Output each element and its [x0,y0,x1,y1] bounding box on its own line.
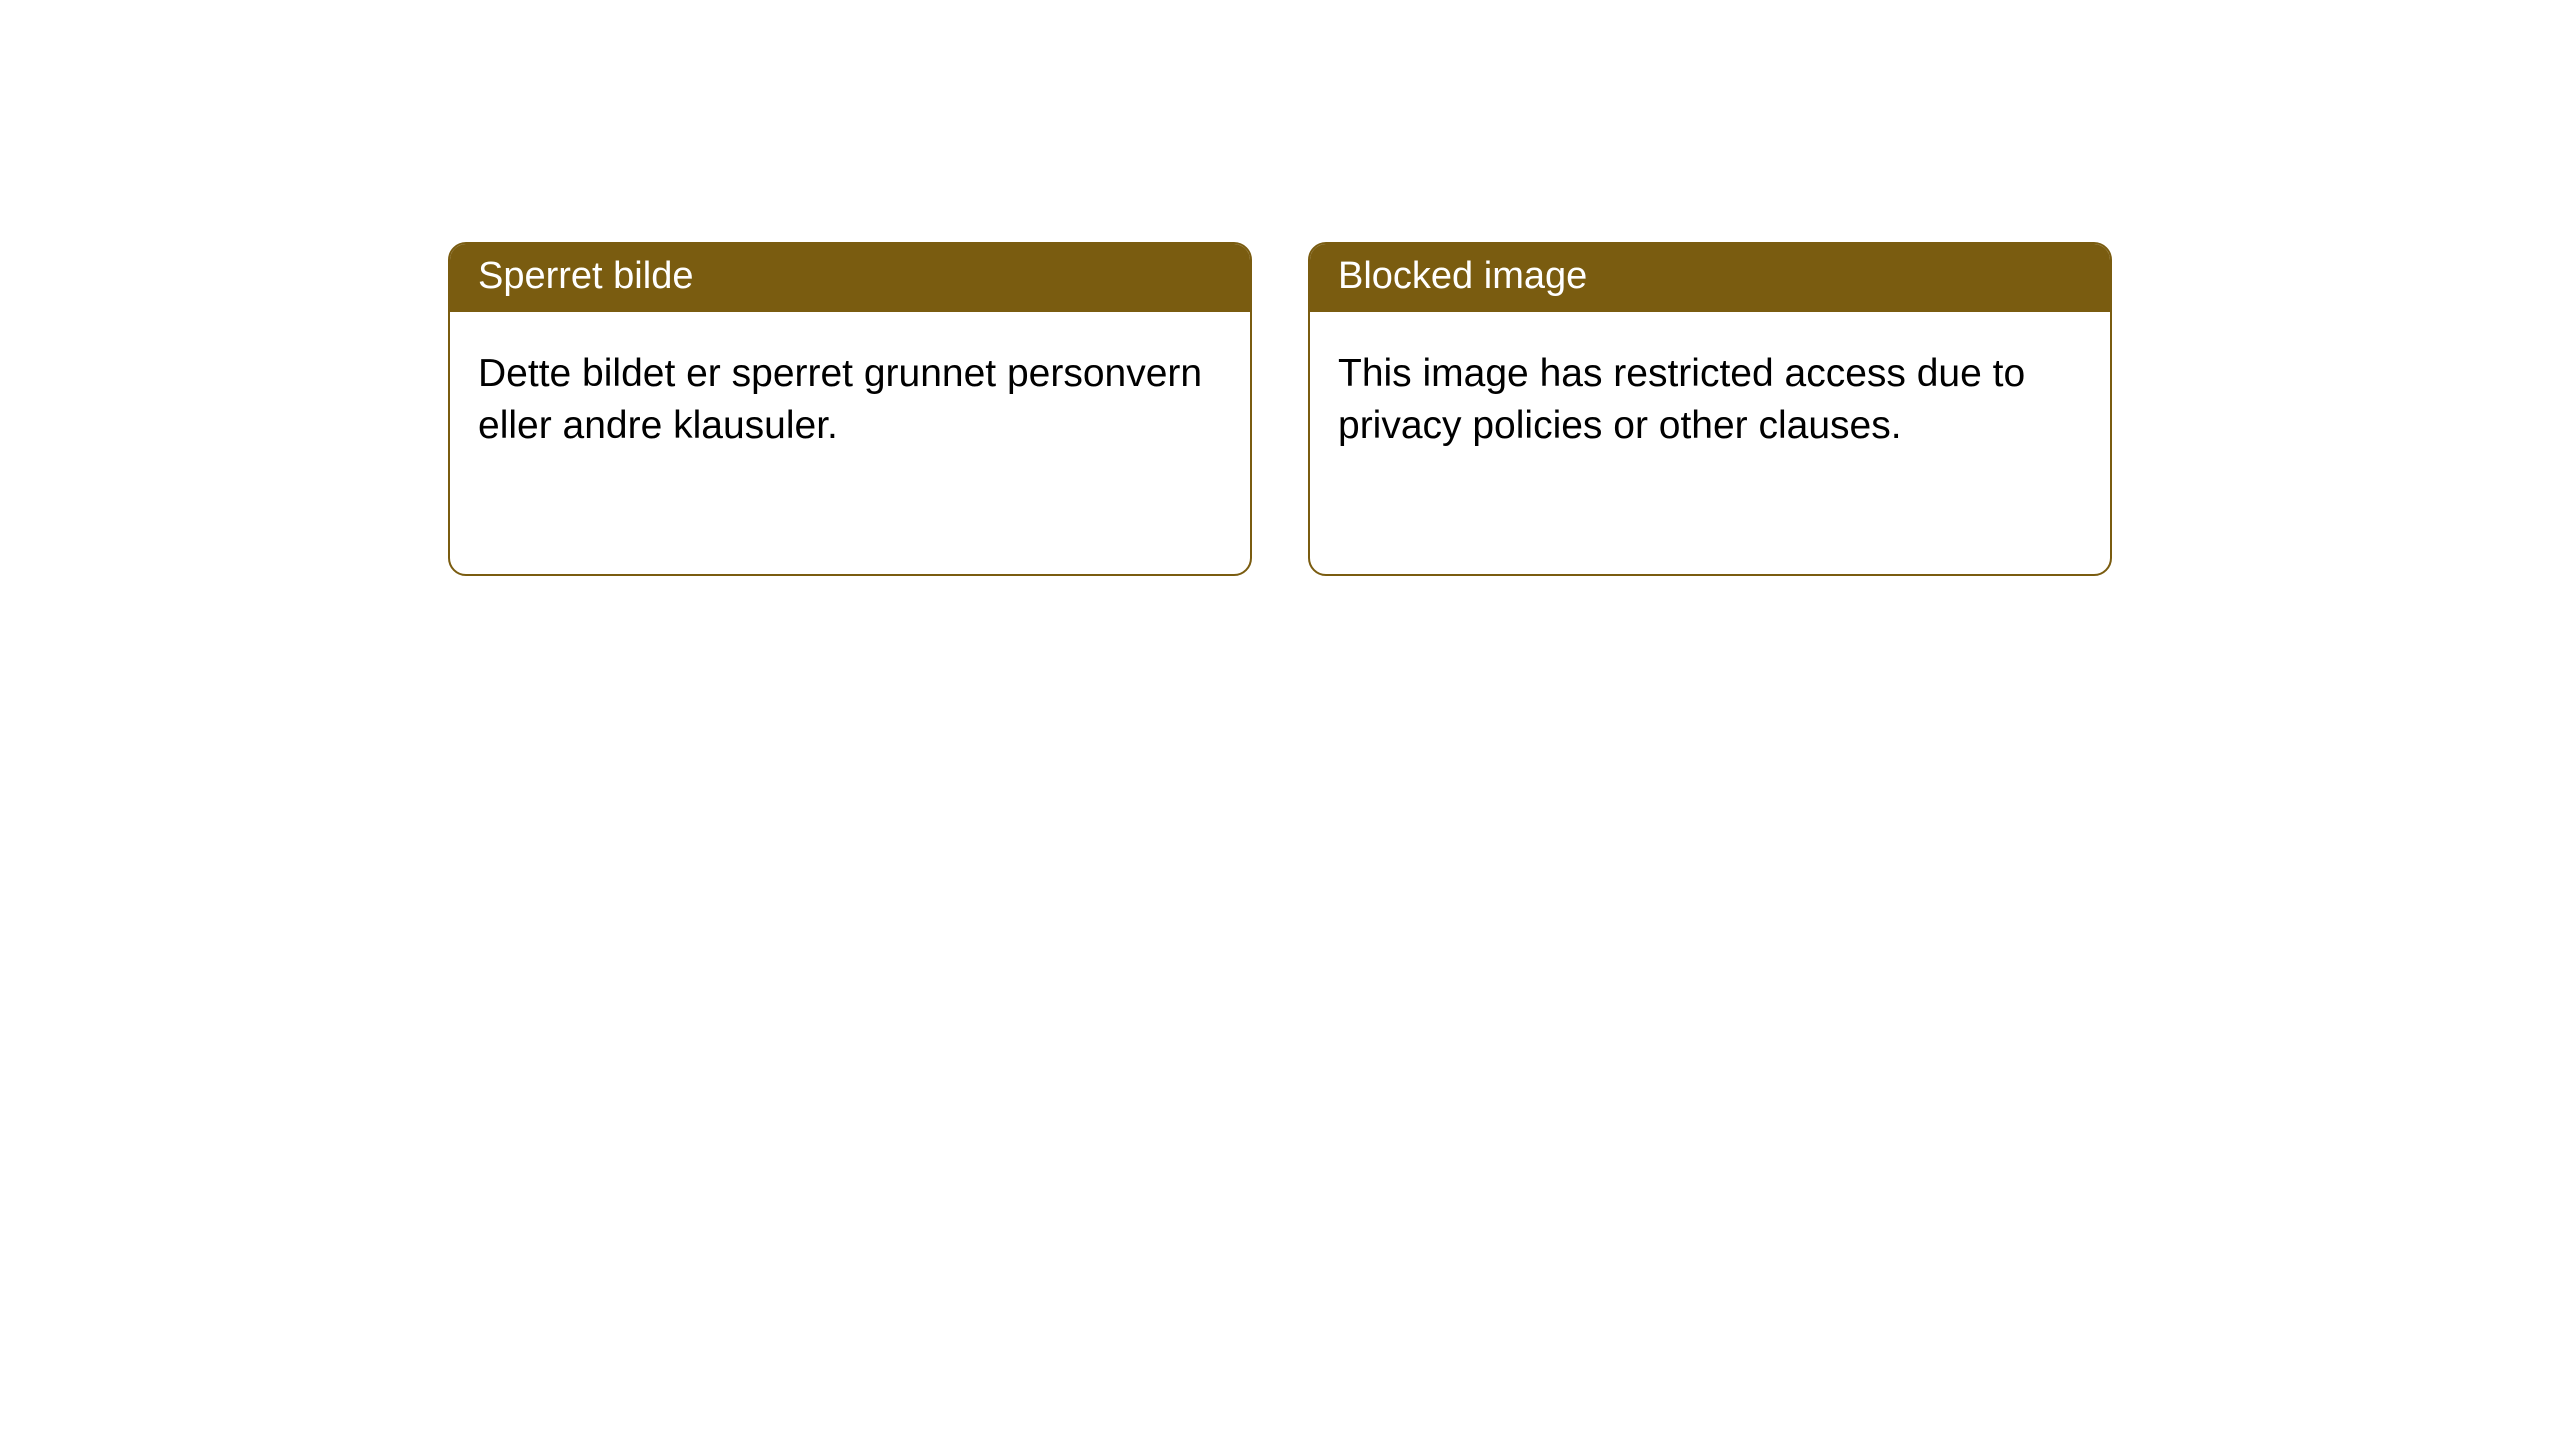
card-body: Dette bildet er sperret grunnet personve… [450,312,1250,481]
card-body-text: This image has restricted access due to … [1338,352,2025,447]
card-title: Blocked image [1338,255,1587,297]
card-body: This image has restricted access due to … [1310,312,2110,481]
notice-card-english: Blocked image This image has restricted … [1308,242,2112,576]
notice-container: Sperret bilde Dette bildet er sperret gr… [0,0,2560,576]
card-body-text: Dette bildet er sperret grunnet personve… [478,352,1202,447]
card-header: Blocked image [1310,244,2110,312]
card-header: Sperret bilde [450,244,1250,312]
card-title: Sperret bilde [478,255,693,297]
notice-card-norwegian: Sperret bilde Dette bildet er sperret gr… [448,242,1252,576]
